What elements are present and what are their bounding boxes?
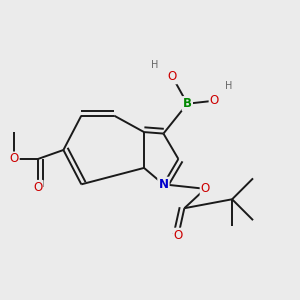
Text: O: O: [174, 229, 183, 242]
Text: H: H: [225, 81, 233, 91]
Text: O: O: [10, 152, 19, 166]
Text: N: N: [158, 178, 168, 191]
Text: O: O: [168, 70, 177, 83]
Text: B: B: [183, 97, 192, 110]
Text: O: O: [210, 94, 219, 107]
Text: O: O: [201, 182, 210, 195]
Text: O: O: [33, 181, 43, 194]
Text: H: H: [151, 60, 158, 70]
